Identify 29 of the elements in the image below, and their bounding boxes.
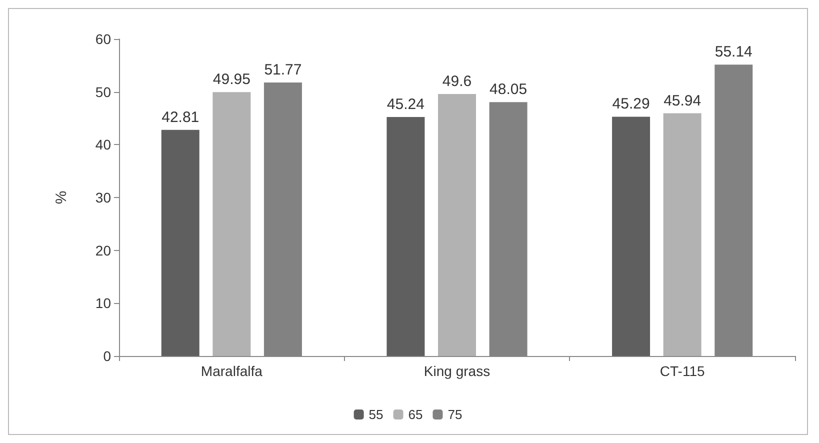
bar bbox=[161, 130, 200, 356]
bar bbox=[386, 116, 425, 356]
legend-label: 65 bbox=[408, 407, 423, 422]
bar bbox=[612, 116, 650, 356]
data-label: 45.24 bbox=[386, 96, 424, 113]
y-tick-label: 60 bbox=[95, 31, 112, 47]
data-label: 49.6 bbox=[442, 72, 472, 90]
x-tick-label: King grass bbox=[424, 363, 490, 379]
data-label: 51.77 bbox=[264, 61, 302, 78]
x-tick-label: Maralfalfa bbox=[200, 363, 263, 379]
y-tick-label: 40 bbox=[95, 136, 112, 153]
y-tick-label: 10 bbox=[95, 295, 112, 312]
y-axis-title: % bbox=[53, 190, 70, 204]
y-tick-label: 20 bbox=[95, 242, 112, 258]
bar bbox=[212, 92, 251, 356]
data-label: 45.29 bbox=[612, 96, 650, 113]
data-label: 48.05 bbox=[490, 81, 528, 98]
x-tick-label: CT-115 bbox=[660, 363, 705, 379]
y-tick-label: 30 bbox=[95, 190, 112, 206]
y-tick-label: 0 bbox=[103, 348, 112, 364]
bar bbox=[663, 113, 702, 356]
legend-label: 55 bbox=[368, 407, 384, 422]
y-tick-label: 50 bbox=[95, 84, 112, 100]
legend-label: 75 bbox=[448, 407, 462, 422]
data-label: 55.14 bbox=[714, 44, 752, 61]
data-label: 42.81 bbox=[162, 108, 200, 126]
data-label: 45.94 bbox=[664, 92, 702, 110]
data-label: 49.95 bbox=[212, 71, 250, 88]
bar bbox=[438, 94, 476, 356]
